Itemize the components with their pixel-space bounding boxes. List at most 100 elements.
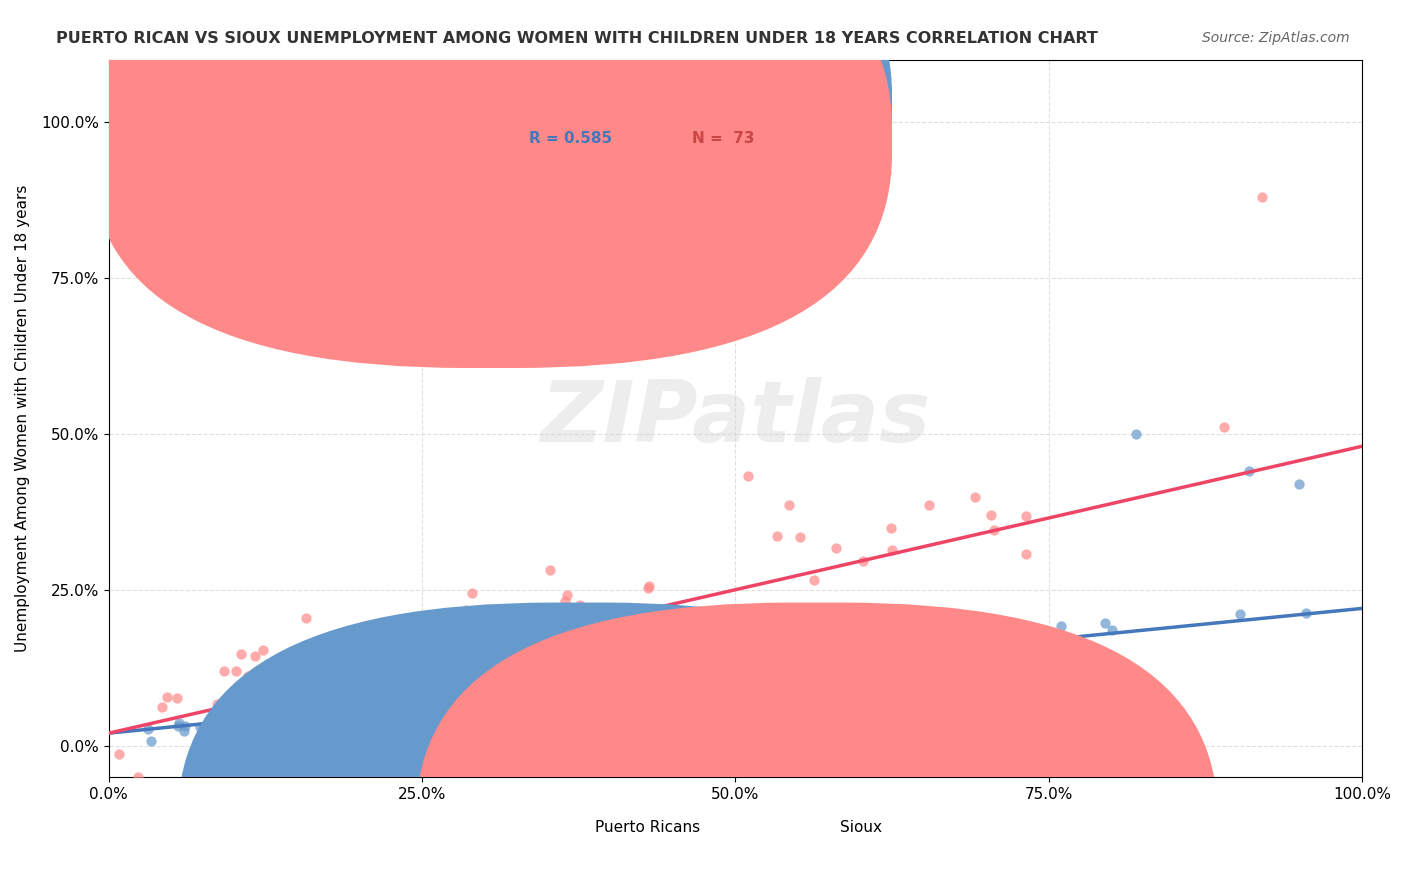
- Point: [322, 658, 344, 673]
- Point: [127, 770, 149, 784]
- Point: [243, 738, 266, 752]
- Point: [385, 700, 408, 714]
- Point: [329, 691, 352, 706]
- Point: [579, 644, 602, 658]
- Point: [981, 645, 1004, 659]
- Point: [924, 619, 946, 633]
- Point: [361, 657, 384, 672]
- Point: [702, 680, 724, 694]
- Point: [389, 730, 412, 744]
- Point: [592, 652, 614, 666]
- Point: [472, 703, 495, 717]
- Point: [167, 715, 190, 730]
- Point: [643, 648, 665, 663]
- Point: [461, 586, 484, 600]
- FancyBboxPatch shape: [177, 602, 980, 892]
- Point: [623, 686, 645, 700]
- Point: [418, 694, 440, 708]
- Point: [852, 554, 875, 568]
- Text: PUERTO RICAN VS SIOUX UNEMPLOYMENT AMONG WOMEN WITH CHILDREN UNDER 18 YEARS CORR: PUERTO RICAN VS SIOUX UNEMPLOYMENT AMONG…: [56, 31, 1098, 46]
- Point: [292, 657, 315, 672]
- Point: [269, 724, 291, 739]
- Point: [173, 724, 195, 739]
- Point: [174, 719, 197, 733]
- Point: [534, 658, 557, 673]
- Point: [308, 685, 330, 699]
- Point: [333, 711, 356, 725]
- Point: [600, 657, 623, 671]
- Point: [641, 667, 664, 681]
- Point: [856, 635, 879, 649]
- Text: R = 0.578: R = 0.578: [529, 99, 612, 113]
- Point: [454, 603, 477, 617]
- Text: Puerto Ricans: Puerto Ricans: [595, 820, 700, 835]
- Point: [730, 659, 752, 673]
- Text: ZIPatlas: ZIPatlas: [540, 376, 931, 459]
- Point: [508, 681, 530, 696]
- Point: [259, 701, 281, 715]
- Point: [328, 698, 350, 712]
- Point: [1094, 615, 1116, 630]
- Point: [312, 678, 335, 692]
- Point: [401, 698, 423, 712]
- Point: [889, 652, 911, 666]
- Point: [671, 671, 693, 685]
- Point: [440, 701, 463, 715]
- Point: [592, 685, 614, 699]
- Point: [478, 694, 501, 708]
- Point: [1229, 607, 1251, 621]
- Point: [229, 647, 252, 661]
- Point: [429, 696, 451, 710]
- Point: [686, 631, 709, 645]
- Point: [260, 723, 283, 738]
- Point: [569, 687, 592, 701]
- Point: [517, 709, 540, 723]
- Point: [387, 671, 409, 685]
- Point: [440, 673, 463, 688]
- Point: [166, 719, 188, 733]
- Point: [778, 499, 800, 513]
- Point: [294, 718, 316, 732]
- Point: [446, 700, 468, 714]
- Point: [409, 645, 432, 659]
- Point: [323, 688, 346, 702]
- Point: [271, 727, 294, 741]
- Point: [637, 675, 659, 690]
- Point: [638, 579, 661, 593]
- Point: [538, 674, 561, 689]
- Point: [561, 699, 583, 714]
- Point: [1213, 419, 1236, 434]
- Point: [734, 697, 756, 711]
- Point: [205, 697, 228, 711]
- Point: [225, 665, 247, 679]
- Point: [683, 690, 706, 705]
- Point: [825, 541, 848, 555]
- Point: [688, 660, 710, 674]
- Point: [470, 705, 492, 719]
- Text: Sioux: Sioux: [839, 820, 882, 835]
- Point: [307, 733, 329, 747]
- Text: N =  73: N = 73: [692, 131, 754, 146]
- Point: [463, 687, 485, 701]
- Point: [488, 701, 510, 715]
- Point: [1250, 190, 1272, 204]
- Point: [285, 716, 308, 731]
- Point: [737, 468, 759, 483]
- Point: [918, 498, 941, 512]
- Point: [166, 691, 188, 706]
- Point: [269, 713, 291, 727]
- Point: [938, 615, 960, 630]
- Point: [229, 723, 252, 738]
- Point: [538, 563, 561, 577]
- Point: [905, 668, 928, 682]
- Point: [810, 632, 832, 646]
- Point: [463, 716, 485, 731]
- Point: [1101, 623, 1123, 637]
- Point: [307, 698, 329, 713]
- Point: [818, 675, 841, 690]
- Point: [683, 651, 706, 665]
- Point: [783, 667, 806, 681]
- Point: [315, 706, 337, 720]
- Point: [330, 672, 353, 686]
- Point: [271, 731, 294, 746]
